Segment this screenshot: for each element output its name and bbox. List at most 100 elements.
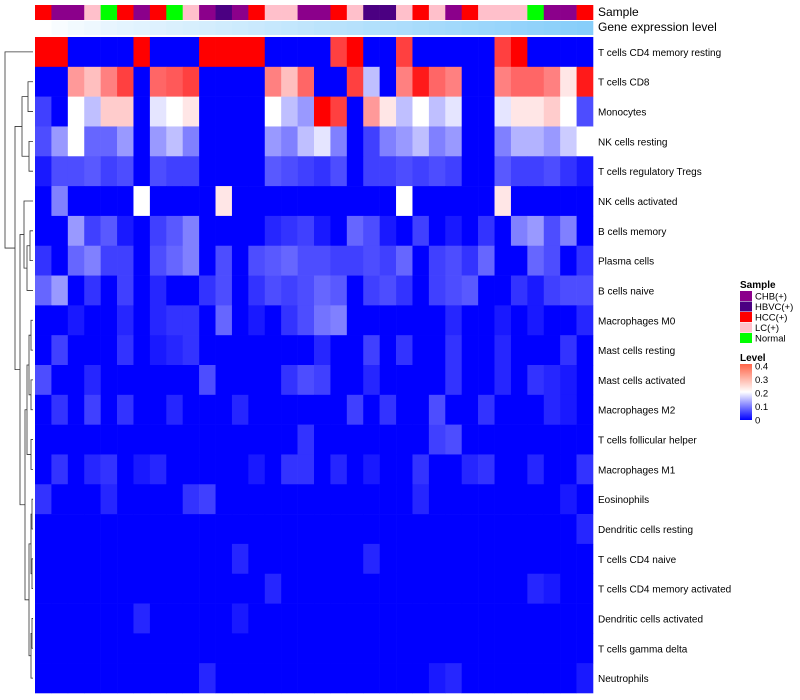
heatmap-cell bbox=[527, 603, 545, 634]
heatmap-cell bbox=[510, 573, 528, 604]
heatmap-cell bbox=[560, 424, 577, 455]
heatmap-cell bbox=[461, 156, 479, 187]
heatmap-cell bbox=[67, 543, 85, 575]
heatmap-cell bbox=[100, 335, 118, 366]
sample-bar-cell bbox=[363, 5, 380, 20]
heatmap-cell bbox=[35, 126, 52, 157]
heatmap-cell bbox=[248, 126, 266, 157]
heatmap-cell bbox=[67, 514, 85, 545]
heatmap-cell bbox=[330, 186, 348, 217]
heatmap-cell bbox=[543, 394, 561, 425]
heatmap-cell bbox=[248, 186, 266, 217]
heatmap-cell bbox=[84, 514, 101, 545]
heatmap-cell bbox=[215, 275, 233, 306]
heatmap-cell bbox=[543, 126, 561, 157]
heatmap-cell bbox=[199, 186, 216, 217]
sample-bar-cell bbox=[199, 5, 216, 20]
heatmap-cell bbox=[231, 37, 249, 68]
row-label: Eosinophils bbox=[598, 495, 649, 506]
heatmap-cell bbox=[149, 603, 167, 634]
heatmap-cell bbox=[199, 484, 216, 515]
heatmap-cell bbox=[117, 543, 134, 575]
heatmap-cell bbox=[51, 365, 69, 396]
dendrogram-branch bbox=[31, 558, 33, 590]
heatmap-cell bbox=[84, 543, 101, 575]
heatmap-cell bbox=[281, 454, 298, 485]
heatmap-cell bbox=[428, 37, 446, 68]
heatmap-cell bbox=[576, 514, 594, 545]
heatmap-cell bbox=[199, 633, 216, 664]
heatmap-cell bbox=[199, 335, 216, 366]
dendrogram-branch bbox=[28, 140, 33, 172]
heatmap-cell bbox=[149, 186, 167, 217]
heatmap-cell bbox=[543, 96, 561, 127]
heatmap-cell bbox=[576, 394, 594, 425]
heatmap-cell bbox=[527, 66, 545, 97]
heatmap-cell bbox=[445, 37, 463, 68]
sample-bar-cell bbox=[149, 5, 167, 20]
heatmap-cell bbox=[379, 96, 397, 127]
heatmap-cell bbox=[281, 603, 298, 634]
heatmap-cell bbox=[314, 514, 331, 545]
heatmap-cell bbox=[264, 543, 282, 575]
heatmap-cell bbox=[379, 514, 397, 545]
heatmap-cell bbox=[215, 66, 233, 97]
heatmap-cell bbox=[461, 66, 479, 97]
heatmap-cell bbox=[215, 603, 233, 634]
heatmap-cell bbox=[412, 305, 430, 336]
heatmap-cell bbox=[494, 573, 512, 604]
sample-bar-cell bbox=[412, 5, 430, 20]
heatmap-cell bbox=[560, 633, 577, 664]
gene-bar-cell bbox=[527, 21, 545, 35]
sample-bar-cell bbox=[182, 5, 200, 20]
heatmap-cell bbox=[297, 454, 315, 485]
heatmap-cell bbox=[396, 215, 413, 247]
heatmap-cell bbox=[133, 156, 151, 187]
heatmap-cell bbox=[527, 663, 545, 694]
heatmap-cell bbox=[445, 514, 463, 545]
heatmap-cell bbox=[149, 663, 167, 694]
heatmap-cell bbox=[51, 573, 69, 604]
heatmap-cell bbox=[576, 424, 594, 455]
sample-bar-cell bbox=[297, 5, 315, 20]
heatmap-cell bbox=[281, 215, 298, 247]
heatmap-cell bbox=[264, 335, 282, 366]
heatmap-cell bbox=[297, 275, 315, 306]
heatmap-cell bbox=[445, 543, 463, 575]
heatmap-cell bbox=[84, 186, 101, 217]
heatmap-cell bbox=[494, 96, 512, 127]
heatmap-cell bbox=[215, 96, 233, 127]
heatmap-cell bbox=[117, 484, 134, 515]
heatmap-cell bbox=[379, 603, 397, 634]
heatmap-cell bbox=[84, 156, 101, 187]
heatmap-cell bbox=[182, 543, 200, 575]
sample-bar-cell bbox=[100, 5, 118, 20]
heatmap-cell bbox=[576, 633, 594, 664]
row-label: Macrophages M2 bbox=[598, 406, 676, 417]
heatmap-cell bbox=[363, 424, 380, 455]
heatmap-cell bbox=[330, 275, 348, 306]
heatmap-cell bbox=[396, 245, 413, 276]
heatmap-cell bbox=[297, 335, 315, 366]
heatmap-cell bbox=[428, 156, 446, 187]
heatmap-cell bbox=[396, 663, 413, 694]
heatmap-cell bbox=[461, 484, 479, 515]
heatmap-cell bbox=[346, 573, 364, 604]
heatmap-cell bbox=[117, 66, 134, 97]
heatmap-cell bbox=[461, 603, 479, 634]
heatmap-cell bbox=[346, 156, 364, 187]
heatmap-cell bbox=[445, 663, 463, 694]
heatmap-cell bbox=[199, 66, 216, 97]
heatmap-cell bbox=[346, 603, 364, 634]
heatmap-cell bbox=[478, 156, 495, 187]
heatmap-cell bbox=[182, 454, 200, 485]
heatmap-cell bbox=[133, 454, 151, 485]
heatmap-cell bbox=[297, 424, 315, 455]
heatmap-cell bbox=[182, 603, 200, 634]
heatmap-cell bbox=[231, 335, 249, 366]
heatmap-cell bbox=[231, 603, 249, 634]
heatmap-cell bbox=[461, 215, 479, 247]
sample-legend-swatch bbox=[740, 322, 752, 333]
heatmap-cell bbox=[527, 365, 545, 396]
gene-bar-cell bbox=[84, 21, 101, 35]
